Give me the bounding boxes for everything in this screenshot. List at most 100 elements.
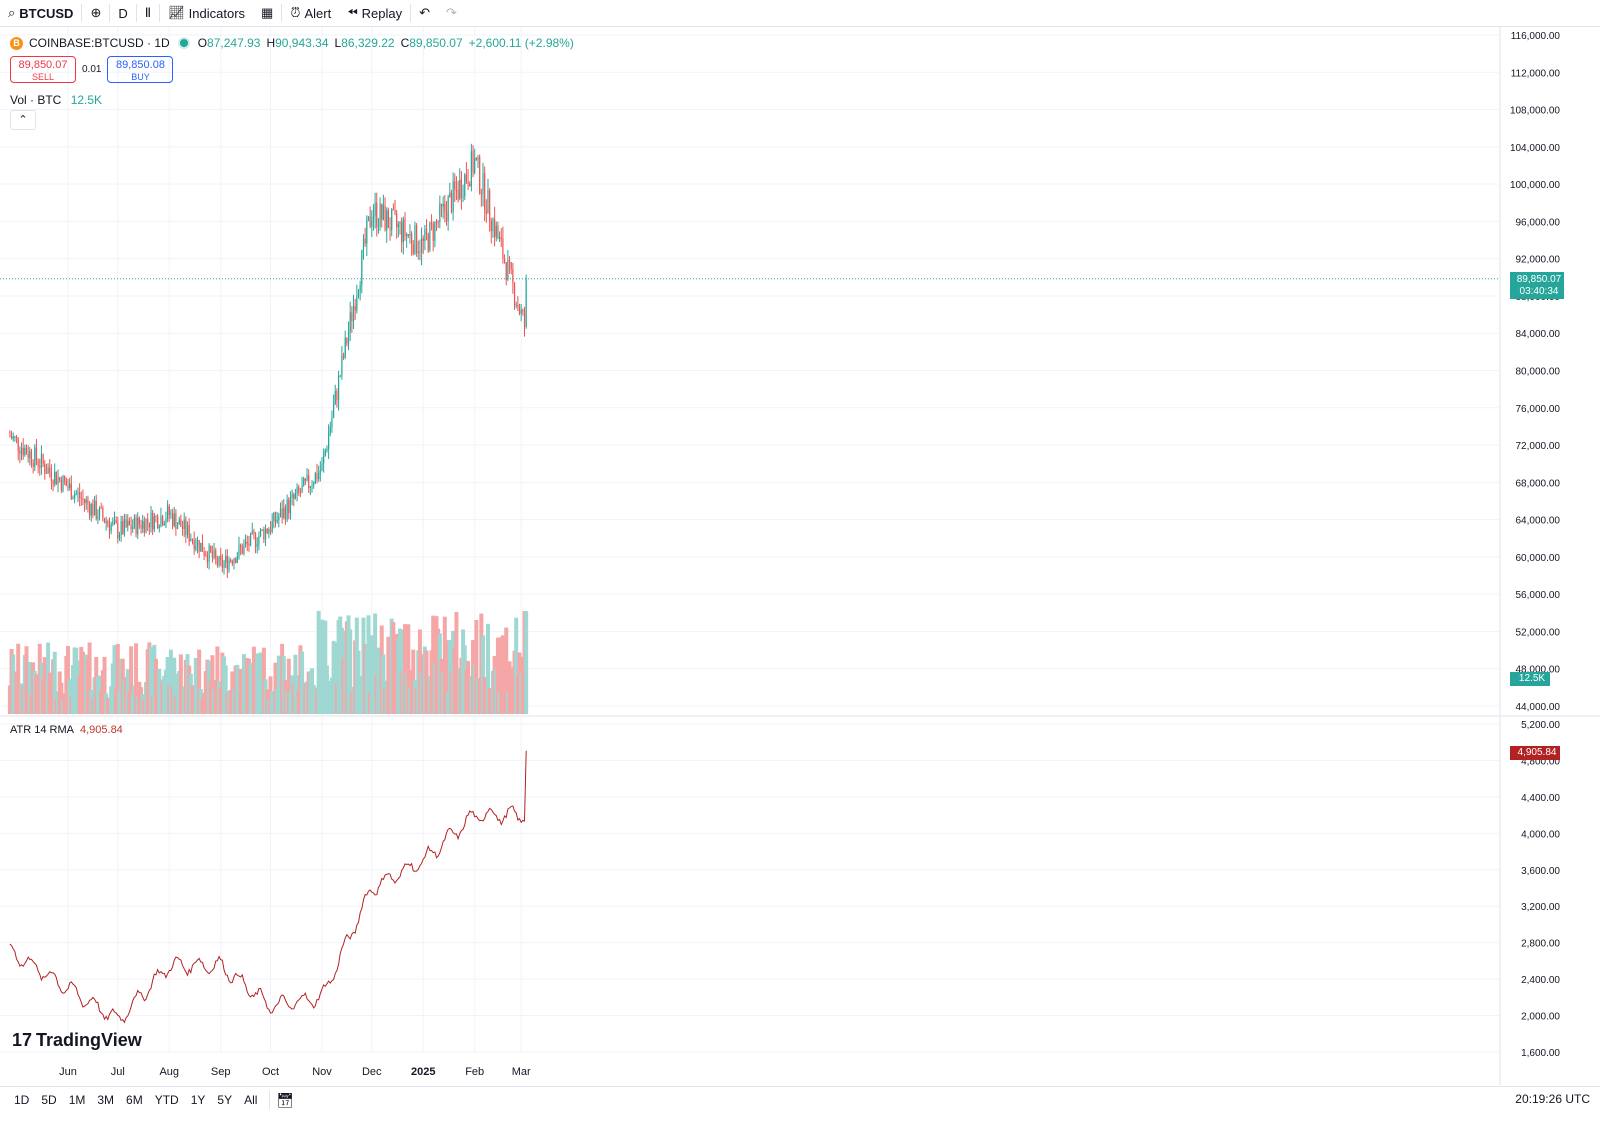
candle-body	[357, 291, 360, 297]
volume-bar	[417, 629, 422, 714]
volume-bar	[286, 658, 291, 714]
candle-body	[457, 189, 459, 199]
volume-bar	[112, 645, 117, 714]
symbol-name: BTCUSD	[19, 5, 74, 21]
candle-body	[201, 542, 204, 552]
candle-body	[422, 238, 424, 242]
candle-body	[266, 529, 268, 534]
price-tick-label: 72,000.00	[1516, 441, 1561, 452]
candle-body	[130, 524, 132, 529]
bottom-toolbar: 1D 5D 1M 3M 6M YTD 1Y 5Y All 📅︎	[0, 1086, 1600, 1113]
range-1d[interactable]: 1D	[14, 1093, 30, 1107]
candle-body	[210, 545, 212, 553]
candle-body	[143, 520, 145, 533]
top-toolbar: ⌕ BTCUSD ⊕ D Ⅱ 📈︎ Indicators ▦ ⏰︎ Alert …	[0, 0, 1600, 27]
atr-line	[9, 750, 527, 1024]
candle-body	[167, 506, 169, 520]
volume-bar	[149, 646, 153, 714]
candle-body	[80, 498, 82, 500]
volume-bar	[316, 610, 321, 714]
candle-body	[220, 555, 222, 560]
candle-body	[240, 544, 242, 548]
range-5y[interactable]: 5Y	[217, 1093, 233, 1107]
sell-button[interactable]: 89,850.07 SELL	[10, 56, 76, 83]
candle-body	[133, 517, 135, 527]
atr-label: ATR 14 RMA	[10, 724, 74, 736]
alert-button[interactable]: ⏰︎ Alert	[282, 0, 339, 26]
candle-body	[479, 157, 481, 193]
redo-button[interactable]: ↷	[438, 0, 465, 26]
candle-body	[245, 541, 247, 545]
candle-body	[173, 513, 175, 526]
utc-clock[interactable]: 20:19:26 UTC	[1515, 1092, 1590, 1106]
chart-axes: Jun Jul Aug Sep Oct Nov Dec 2025 Feb Mar 116,000.0…	[59, 31, 1560, 1078]
candle-body	[251, 531, 253, 533]
candle-body	[434, 221, 436, 241]
candle-body	[416, 225, 418, 253]
volume-bar	[102, 656, 107, 714]
tradingview-logo[interactable]: 17 TradingView	[12, 1030, 142, 1051]
goto-date-icon[interactable]: 📅︎	[276, 1091, 295, 1108]
candle-body	[299, 491, 301, 493]
interval-button[interactable]: D	[110, 0, 135, 26]
candle-body	[459, 179, 461, 199]
range-ytd[interactable]: YTD	[154, 1093, 179, 1107]
price-tick-label: 64,000.00	[1516, 516, 1561, 527]
chart-type-button[interactable]: Ⅱ	[137, 0, 159, 26]
candle-body	[397, 224, 399, 227]
price-tick-label: 60,000.00	[1516, 553, 1561, 564]
undo-button[interactable]: ↶	[411, 0, 438, 26]
candle-body	[278, 516, 280, 521]
layouts-button[interactable]: ▦	[253, 0, 281, 26]
range-1y[interactable]: 1Y	[190, 1093, 206, 1107]
candle-body	[281, 508, 283, 518]
price-tick-label: 96,000.00	[1516, 217, 1561, 228]
volume-bar	[251, 646, 256, 714]
volume-bar	[504, 627, 509, 714]
candle-body	[492, 219, 494, 232]
volume-value: 12.5K	[70, 93, 103, 107]
candle-body	[406, 234, 408, 237]
collapse-legend-button[interactable]: ⌃	[10, 110, 36, 130]
candle-body	[188, 525, 190, 541]
candle-body	[45, 473, 48, 475]
symbol-search[interactable]: ⌕ BTCUSD	[0, 0, 81, 26]
candle-body	[105, 521, 107, 523]
x-tick-label: Jul	[111, 1066, 125, 1078]
range-3m[interactable]: 3M	[97, 1093, 115, 1107]
replay-button[interactable]: ⏪︎ Replay	[339, 0, 410, 26]
candle-body	[113, 519, 116, 522]
candle-body	[87, 499, 89, 505]
candle-body	[118, 534, 121, 539]
buy-button[interactable]: 89,850.08 BUY	[107, 56, 174, 83]
plus-circle-icon: ⊕	[90, 5, 102, 20]
candle-body	[235, 558, 237, 563]
candle-body	[236, 556, 238, 563]
candle-body	[238, 544, 240, 557]
candle-body	[142, 520, 144, 529]
candle-body	[505, 262, 507, 280]
chart-canvas[interactable]: Jun Jul Aug Sep Oct Nov Dec 2025 Feb Mar 116,000.0…	[0, 27, 1600, 1085]
range-6m[interactable]: 6M	[126, 1093, 143, 1107]
candle-body	[29, 451, 31, 459]
candle-body	[328, 433, 330, 450]
range-all[interactable]: All	[244, 1093, 258, 1107]
replay-label: Replay	[361, 5, 403, 21]
candle-body	[34, 447, 36, 467]
range-1m[interactable]: 1M	[68, 1093, 86, 1107]
candle-body	[102, 507, 104, 518]
candle-body	[253, 531, 255, 534]
candle-body	[435, 221, 438, 223]
candle-body	[32, 463, 34, 467]
candle-body	[70, 483, 72, 500]
candle-body	[49, 467, 51, 472]
candle-body	[148, 522, 150, 528]
candle-body	[162, 516, 164, 525]
candle-body	[470, 151, 472, 187]
atr-tick-label: 4,800.00	[1521, 756, 1560, 767]
price-tick-label: 56,000.00	[1516, 590, 1561, 601]
range-5d[interactable]: 5D	[41, 1093, 57, 1107]
compare-button[interactable]: ⊕	[82, 0, 109, 26]
indicators-button[interactable]: 📈︎ Indicators	[160, 0, 253, 26]
candle-body	[120, 521, 122, 535]
